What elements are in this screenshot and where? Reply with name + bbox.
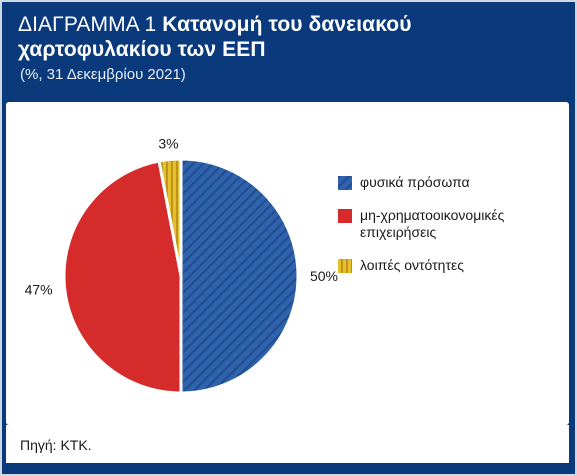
source-note: Πηγή: ΚΤΚ. [20, 437, 92, 453]
bottom-band [2, 463, 575, 474]
pie-slice-1 [62, 159, 183, 395]
legend-label-2-0: λοιπές οντότητες [360, 257, 464, 273]
chart-panel: 50% 47% 3% φυσικά πρόσωπα μη-χρηματοοικονομ… [6, 102, 569, 425]
pie-slice-0 [179, 157, 300, 395]
chart-title-label: ΔΙΑΓΡΑΜΜΑ 1 [18, 13, 157, 36]
slice-label-0: 50% [310, 268, 338, 284]
slice-label-1: 47% [25, 281, 53, 297]
legend-label-0-0: φυσικά πρόσωπα [360, 174, 470, 190]
legend-swatch-1 [338, 209, 352, 223]
chart-footer: Πηγή: ΚΤΚ. [6, 425, 569, 463]
legend-swatch-0 [338, 176, 352, 190]
legend-swatch-2 [338, 259, 352, 273]
chart-header: ΔΙΑΓΡΑΜΜΑ 1 Κατανομή του δανειακού χαρτο… [2, 2, 575, 100]
slice-label-2: 3% [158, 136, 178, 152]
chart-title: ΔΙΑΓΡΑΜΜΑ 1 Κατανομή του δανειακού χαρτο… [18, 12, 558, 62]
legend-label-1-0: μη-χρηματοοικονομικές [360, 207, 505, 223]
chart-title-text: Κατανομή του δανειακού χαρτοφυλακίου των… [18, 13, 412, 61]
pie-slice-2 [157, 157, 183, 277]
legend-label-1-1: επιχειρήσεις [360, 224, 436, 240]
pie-chart: 50% 47% 3% φυσικά πρόσωπα μη-χρηματοοικονομ… [25, 136, 505, 395]
chart-subtitle: (%, 31 Δεκεμβρίου 2021) [20, 66, 186, 83]
